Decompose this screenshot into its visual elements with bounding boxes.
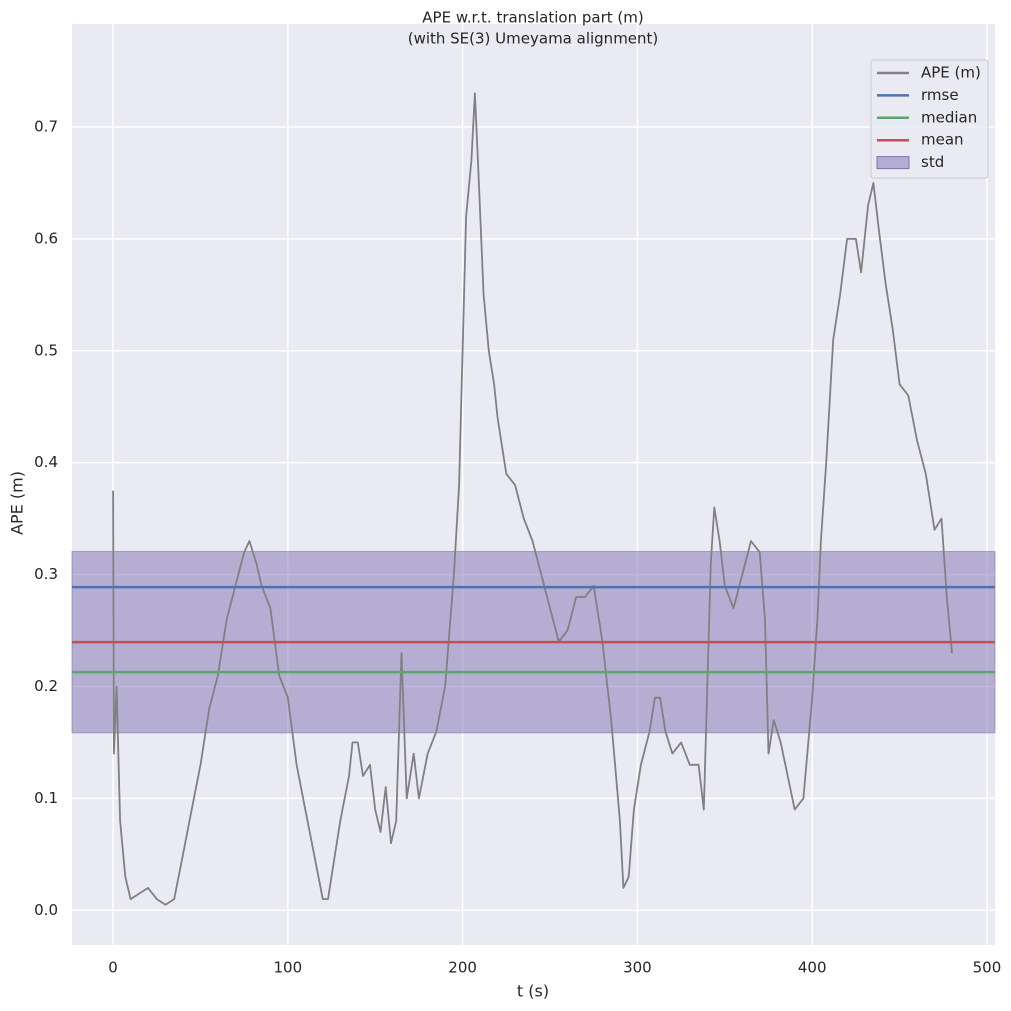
legend-swatch (876, 156, 910, 170)
legend-box (870, 59, 989, 179)
legend-label: std (921, 153, 944, 171)
y-tick-label: 0.6 (34, 229, 58, 247)
y-tick-label: 0.7 (34, 117, 58, 135)
legend-label: APE (m) (921, 64, 981, 82)
y-tick-label: 0.1 (34, 789, 58, 807)
chart-subtitle: (with SE(3) Umeyama alignment) (408, 30, 659, 48)
y-axis-label: APE (m) (8, 471, 27, 535)
legend-label: median (921, 108, 977, 126)
x-tick-label: 400 (798, 959, 827, 977)
y-tick-label: 0.5 (34, 341, 58, 359)
x-tick-label: 0 (108, 959, 118, 977)
chart-title: APE w.r.t. translation part (m) (422, 9, 643, 27)
y-tick-label: 0.2 (34, 677, 58, 695)
x-tick-label: 200 (448, 959, 477, 977)
plot-area (72, 24, 995, 945)
x-tick-label: 500 (973, 959, 1002, 977)
y-tick-label: 0.3 (34, 565, 58, 583)
x-tick-label: 100 (274, 959, 303, 977)
x-tick-label: 300 (623, 959, 652, 977)
x-axis-label: t (s) (517, 982, 549, 1001)
legend: APE (m) rmse median mean std (870, 59, 989, 179)
legend-label: rmse (921, 86, 959, 104)
marks (71, 92, 996, 906)
legend-label: mean (921, 131, 964, 149)
y-tick-label: 0.4 (34, 453, 58, 471)
y-tick-label: 0.0 (34, 901, 58, 919)
